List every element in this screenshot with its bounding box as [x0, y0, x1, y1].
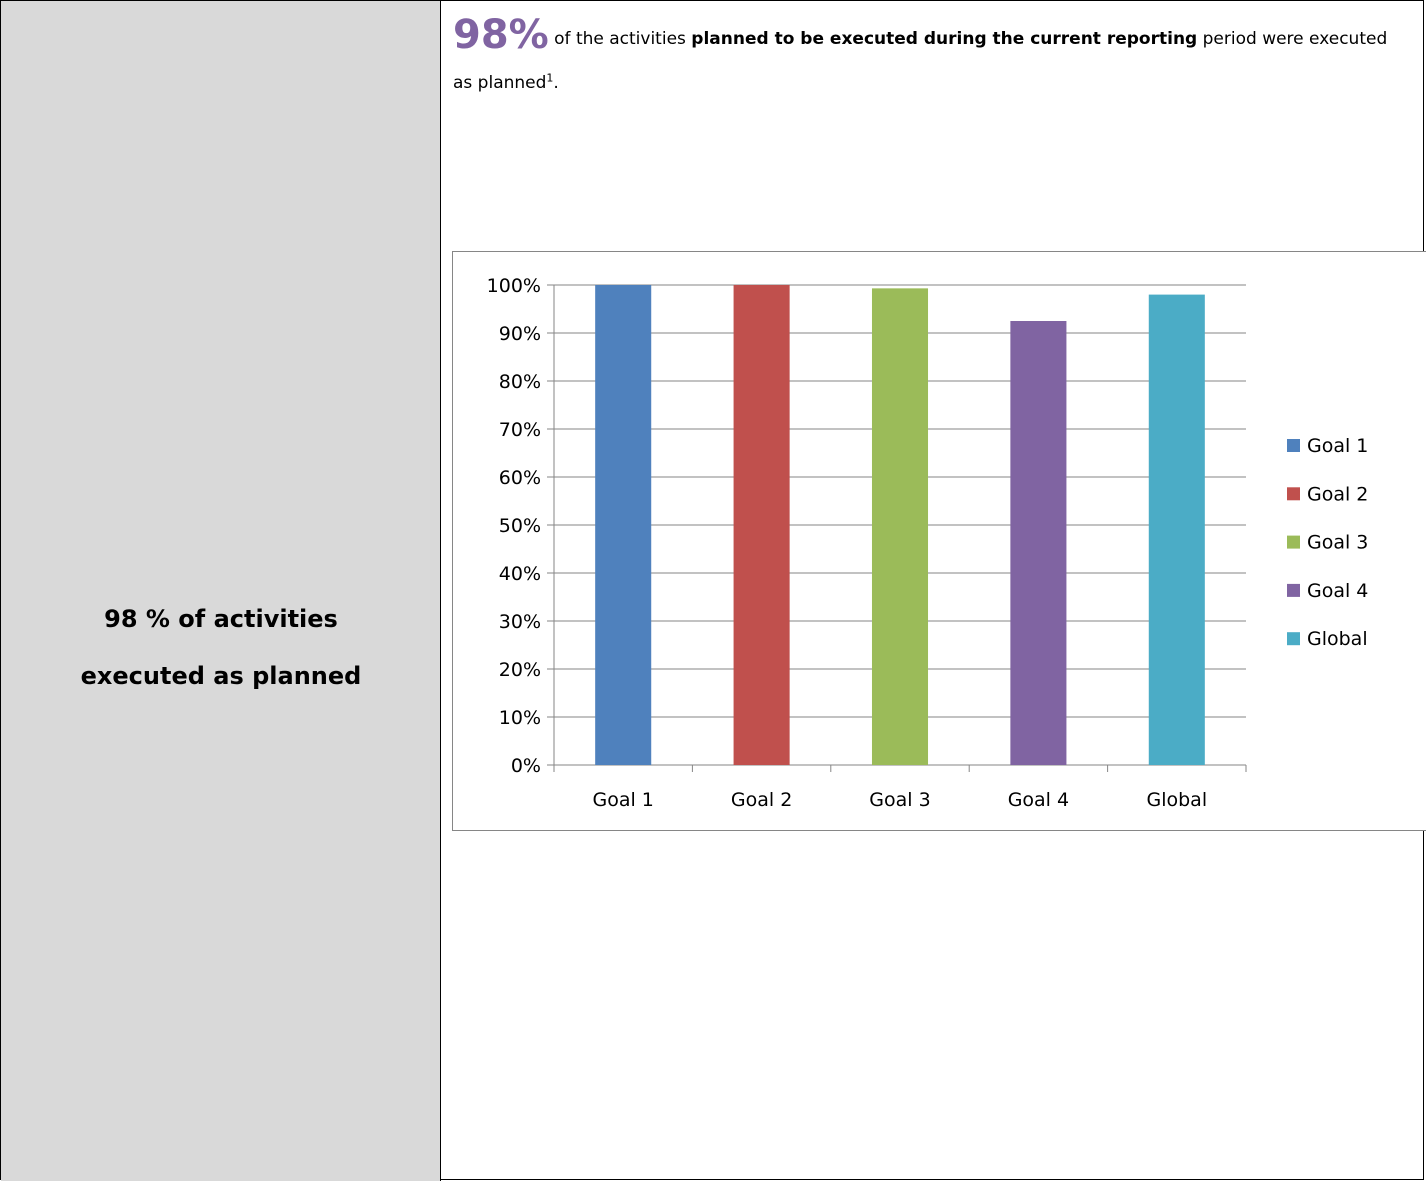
legend-label-4: Global — [1307, 628, 1368, 650]
summary-paragraph: 98% of the activities planned to be exec… — [453, 13, 1403, 105]
y-tick-label-3: 30% — [499, 611, 541, 633]
y-tick-label-6: 60% — [499, 467, 541, 489]
legend-label-3: Goal 4 — [1307, 580, 1368, 602]
x-tick-label-4: Global — [1146, 789, 1207, 811]
y-tick-label-9: 90% — [499, 323, 541, 345]
summary-text-part-2: period were executed as planned — [453, 29, 1388, 93]
bar-goal-2 — [733, 285, 790, 765]
legend-swatch-3 — [1287, 583, 1300, 597]
summary-text-bold: planned to be executed during the curren… — [691, 29, 1198, 49]
summary-text-part-1: of the activities — [548, 29, 692, 49]
legend-label-1: Goal 2 — [1307, 483, 1368, 505]
y-tick-label-2: 20% — [499, 659, 541, 681]
bar-chart: 0% 10% 20% 30% 40% 50% 60% 70% 80% 90% 100% Goal 1 G… — [487, 275, 1369, 811]
x-tick-label-1: Goal 2 — [731, 789, 792, 811]
bar-global — [1148, 294, 1205, 765]
legend-swatch-1 — [1287, 487, 1300, 501]
x-tick-label-3: Goal 4 — [1008, 789, 1069, 811]
x-tick-label-0: Goal 1 — [592, 789, 653, 811]
left-cell: 98 % of activities executed as planned — [1, 1, 441, 1181]
x-tick-label-2: Goal 3 — [869, 789, 930, 811]
bar-goal-3 — [871, 288, 929, 765]
y-tick-label-5: 50% — [499, 515, 541, 537]
left-label-line-1: 98 % of activities — [104, 605, 338, 633]
summary-text-end: . — [553, 73, 559, 93]
right-cell: 98% of the activities planned to be exec… — [442, 1, 1426, 1181]
left-label: 98 % of activities executed as planned — [1, 591, 441, 705]
y-tick-label-7: 70% — [499, 419, 541, 441]
legend-label-2: Goal 3 — [1307, 532, 1368, 554]
footnote-ref: 1 — [546, 71, 554, 85]
chart-box: 0% 10% 20% 30% 40% 50% 60% 70% 80% 90% 100% Goal 1 G… — [452, 251, 1426, 831]
legend-swatch-2 — [1287, 535, 1300, 549]
bar-goal-1 — [595, 285, 652, 765]
y-tick-label-4: 40% — [499, 563, 541, 585]
y-tick-label-0: 0% — [511, 755, 541, 777]
legend-label-0: Goal 1 — [1307, 435, 1368, 457]
y-tick-label-8: 80% — [499, 371, 541, 393]
left-label-line-2: executed as planned — [80, 662, 362, 690]
y-tick-label-1: 10% — [499, 707, 541, 729]
legend-swatch-4 — [1287, 632, 1300, 646]
legend-swatch-0 — [1287, 439, 1300, 452]
bar-goal-4 — [1010, 321, 1067, 765]
y-tick-label-10: 100% — [487, 275, 541, 297]
summary-big-value: 98% — [453, 12, 549, 58]
